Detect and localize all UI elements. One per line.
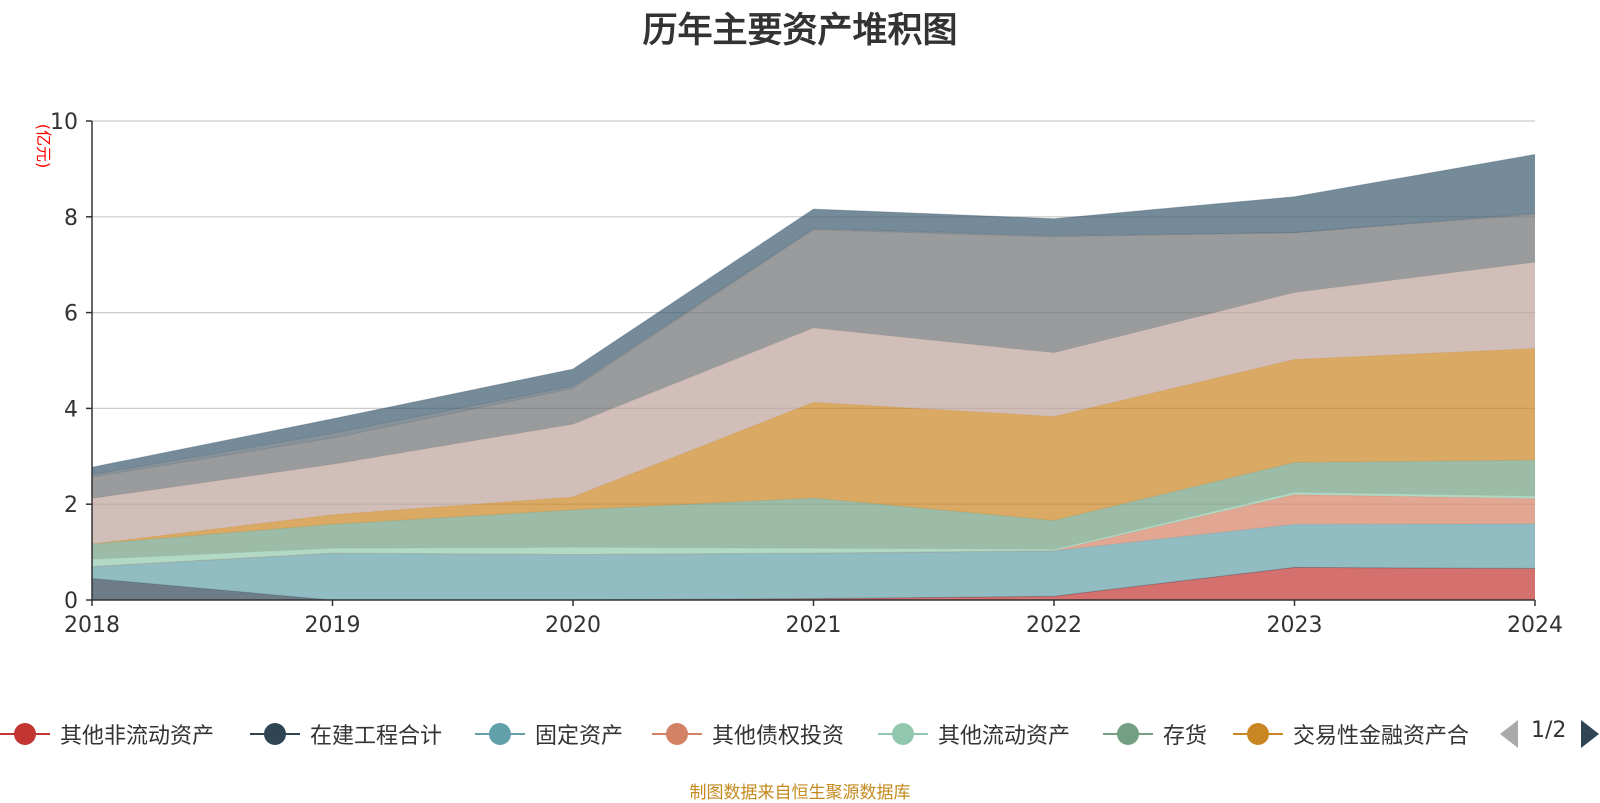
legend-item[interactable]: 其他非流动资产: [0, 716, 214, 752]
y-tick-label: 8: [64, 206, 78, 231]
x-tick-label: 2022: [1026, 613, 1082, 638]
area-series-8: [92, 214, 1535, 499]
area-series-9: [92, 213, 1535, 477]
legend-marker-icon: [475, 716, 525, 752]
area-series-7: [92, 262, 1535, 544]
axis-layer: 0 2 4 6 8 10 2018 2019 2020 2021 2022 2023 2024: [50, 110, 1563, 638]
legend-item[interactable]: 存货: [1103, 716, 1207, 752]
y-tick-label: 4: [64, 397, 78, 422]
y-tick-label: 2: [64, 493, 78, 518]
stacked-area-chart: 0 2 4 6 8 10 2018 2019 2020 2021 2022 2023 2024 (亿元): [34, 110, 1563, 638]
legend-label: 交易性金融资产合: [1293, 724, 1470, 749]
legend-label: 存货: [1163, 724, 1208, 749]
area-series-5: [92, 460, 1535, 560]
legend-label: 固定资产: [535, 724, 624, 749]
area-series-3: [92, 494, 1535, 567]
area-layer: [91, 154, 1536, 601]
legend: 其他非流动资产 在建工程合计 固定资产 其他债权投资 其他流动资产 存货 交易性金融资产合: [0, 716, 1600, 752]
legend-item[interactable]: 其他债权投资: [652, 716, 844, 752]
x-tick-label: 2020: [545, 613, 601, 638]
legend-item[interactable]: 在建工程合计: [250, 716, 442, 752]
y-tick-label: 6: [64, 302, 78, 327]
legend-marker-icon: [652, 716, 702, 752]
legend-marker-icon: [250, 716, 300, 752]
legend-label: 在建工程合计: [310, 724, 443, 749]
area-series-10: [92, 154, 1535, 475]
area-series-0: [92, 567, 1535, 600]
area-series-1: [92, 567, 1535, 600]
legend-label: 其他非流动资产: [60, 724, 215, 749]
legend-next-page-icon[interactable]: [1581, 720, 1599, 748]
legend-label: 其他债权投资: [712, 724, 845, 749]
area-series-2: [92, 523, 1535, 600]
chart-title: 历年主要资产堆积图: [642, 11, 958, 51]
legend-marker-icon: [1103, 716, 1153, 752]
area-series-4: [92, 492, 1535, 567]
legend-item[interactable]: 交易性金融资产合: [1233, 716, 1469, 752]
x-tick-label: 2023: [1267, 613, 1323, 638]
legend-label: 其他流动资产: [938, 724, 1071, 749]
legend-marker-icon: [1233, 716, 1283, 752]
y-axis-label: (亿元): [34, 124, 53, 169]
legend-marker-icon: [0, 716, 50, 752]
x-tick-label: 2019: [305, 613, 361, 638]
legend-pager: 1/2: [1500, 716, 1600, 752]
x-tick-label: 2024: [1507, 613, 1563, 638]
legend-item[interactable]: 固定资产: [475, 716, 623, 752]
x-tick-label: 2021: [786, 613, 842, 638]
legend-page-indicator: 1/2: [1531, 718, 1567, 743]
legend-prev-page-icon[interactable]: [1500, 720, 1518, 748]
area-series-6: [92, 348, 1535, 544]
x-tick-label: 2018: [64, 613, 120, 638]
y-tick-label: 0: [64, 589, 78, 614]
legend-marker-icon: [878, 716, 928, 752]
area-line-series-10: [91, 154, 1536, 468]
source-note: 制图数据来自恒生聚源数据库: [689, 783, 911, 803]
y-tick-label: 10: [50, 110, 78, 135]
legend-item[interactable]: 其他流动资产: [878, 716, 1070, 752]
